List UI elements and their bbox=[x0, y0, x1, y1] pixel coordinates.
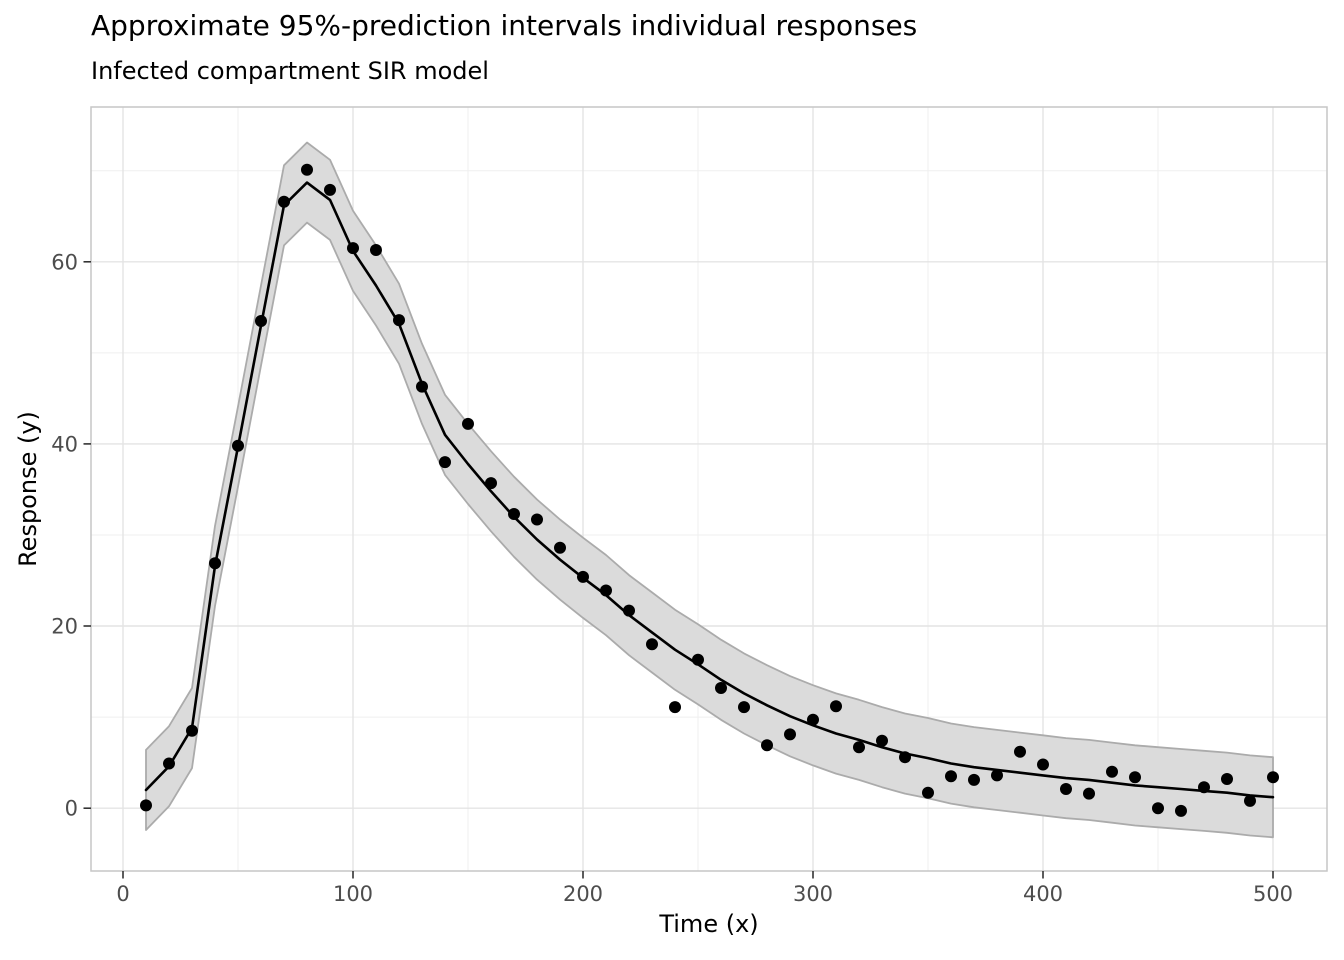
data-point bbox=[715, 682, 727, 694]
data-point bbox=[738, 701, 750, 714]
x-axis-title: Time (x) bbox=[659, 910, 759, 938]
mean-prediction-line bbox=[144, 181, 1275, 799]
data-point bbox=[1244, 794, 1256, 807]
data-point bbox=[462, 417, 474, 430]
data-point bbox=[1198, 781, 1210, 794]
x-tick-label: 0 bbox=[116, 882, 129, 906]
data-point bbox=[324, 183, 336, 196]
data-point bbox=[255, 315, 267, 327]
chart-subtitle: Infected compartment SIR model bbox=[91, 57, 489, 85]
data-point bbox=[163, 757, 175, 770]
data-point bbox=[600, 584, 612, 597]
data-point bbox=[1221, 773, 1233, 785]
data-point bbox=[876, 734, 888, 747]
data-point bbox=[807, 713, 819, 726]
data-point bbox=[278, 195, 290, 208]
data-point bbox=[646, 638, 658, 651]
data-point bbox=[140, 799, 152, 812]
axis-ticks bbox=[83, 260, 1274, 879]
panel-border bbox=[90, 106, 1328, 872]
data-point bbox=[1175, 804, 1187, 817]
data-point bbox=[968, 773, 980, 786]
data-point bbox=[830, 700, 842, 713]
data-point bbox=[669, 701, 681, 714]
data-point bbox=[416, 380, 428, 393]
data-point bbox=[692, 653, 704, 666]
data-point bbox=[186, 724, 198, 737]
data-point bbox=[508, 508, 520, 520]
chart-title: Approximate 95%-prediction intervals ind… bbox=[91, 9, 918, 42]
x-tick-label: 400 bbox=[1023, 882, 1063, 906]
data-point bbox=[301, 163, 313, 176]
data-point bbox=[347, 242, 359, 255]
observation-points bbox=[140, 163, 1279, 817]
data-point bbox=[1129, 771, 1141, 784]
y-axis-tick-labels: 0 20 40 60 bbox=[51, 250, 78, 820]
y-tick-label: 60 bbox=[51, 250, 78, 274]
x-tick-label: 300 bbox=[793, 882, 833, 906]
x-axis-tick-labels: 0 100 200 300 400 500 bbox=[116, 882, 1293, 906]
data-point bbox=[761, 739, 773, 752]
x-tick-label: 500 bbox=[1253, 882, 1293, 906]
data-point bbox=[1060, 783, 1072, 795]
x-tick-label: 100 bbox=[333, 882, 373, 906]
data-point bbox=[554, 541, 566, 554]
prediction-interval-ribbon bbox=[145, 141, 1274, 839]
data-point bbox=[1152, 802, 1164, 815]
data-point bbox=[623, 604, 635, 617]
y-tick-label: 20 bbox=[51, 615, 78, 639]
data-point bbox=[991, 769, 1003, 782]
data-point bbox=[1014, 745, 1026, 758]
major-gridlines bbox=[91, 107, 1327, 871]
data-point bbox=[370, 244, 382, 256]
data-point bbox=[945, 770, 957, 783]
data-point bbox=[1267, 771, 1279, 784]
data-layer bbox=[140, 141, 1279, 839]
y-axis-title: Response (y) bbox=[14, 411, 42, 567]
y-tick-label: 0 bbox=[65, 797, 78, 821]
data-point bbox=[784, 728, 796, 741]
data-point bbox=[853, 741, 865, 754]
data-point bbox=[209, 557, 221, 570]
data-point bbox=[531, 513, 543, 526]
data-point bbox=[899, 751, 911, 764]
data-point bbox=[1106, 765, 1118, 778]
data-point bbox=[439, 456, 451, 469]
data-point bbox=[485, 477, 497, 490]
data-point bbox=[1037, 758, 1049, 771]
data-point bbox=[232, 439, 244, 452]
x-tick-label: 200 bbox=[563, 882, 603, 906]
data-point bbox=[922, 786, 934, 799]
data-point bbox=[577, 570, 589, 583]
data-point bbox=[1083, 787, 1095, 800]
data-point bbox=[393, 314, 405, 327]
y-tick-label: 40 bbox=[51, 432, 78, 456]
